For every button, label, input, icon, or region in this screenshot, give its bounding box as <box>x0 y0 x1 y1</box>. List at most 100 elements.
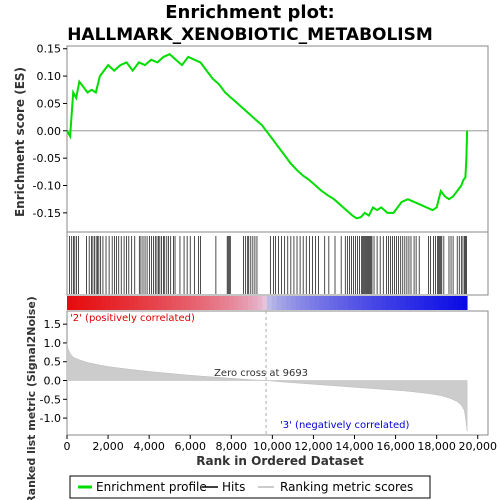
colorbar-segment <box>419 296 425 310</box>
x-tick-label: 20,000 <box>458 440 497 453</box>
colorbar-segment <box>271 296 278 310</box>
colorbar-segment <box>67 296 73 310</box>
colorbar-segment <box>343 296 349 310</box>
colorbar-segment <box>167 296 173 310</box>
colorbar-segment <box>262 296 268 310</box>
colorbar-segment <box>186 296 192 310</box>
metric-y-axis: 1.5 1.0 0.5 0.0 -0.5 -1.0 <box>40 318 67 425</box>
colorbar-segment <box>190 296 197 310</box>
colorbar-segment <box>448 296 454 310</box>
colorbar-segment <box>295 296 301 310</box>
metric-y-tick-label: -0.5 <box>40 393 61 406</box>
positive-correlation-label: '2' (positively correlated) <box>70 313 195 324</box>
colorbar-segment <box>395 296 401 310</box>
colorbar-segment <box>105 296 111 310</box>
colorbar-segment <box>362 296 368 310</box>
colorbar-segment <box>433 296 439 310</box>
colorbar-segment <box>443 296 449 310</box>
colorbar-segment <box>109 296 116 310</box>
x-tick-label: 6,000 <box>174 440 206 453</box>
metric-y-tick-label: 1.5 <box>44 318 62 331</box>
es-y-tick-label: 0.10 <box>37 70 62 83</box>
colorbar-segment <box>338 296 344 310</box>
x-tick-label: 4,000 <box>133 440 165 453</box>
negative-correlation-label: '3' (negatively correlated) <box>280 420 409 431</box>
colorbar-segment <box>357 296 363 310</box>
colorbar-segment <box>228 296 235 310</box>
colorbar-segment <box>314 296 320 310</box>
colorbar-segment <box>76 296 82 310</box>
es-curve <box>66 53 469 220</box>
colorbar-segment <box>224 296 230 310</box>
colorbar-segment <box>152 296 158 310</box>
colorbar-segment <box>119 296 125 310</box>
hit-marks <box>69 236 467 294</box>
colorbar-segment <box>333 296 339 310</box>
colorbar-segment <box>90 296 97 310</box>
colorbar-segment <box>114 296 120 310</box>
colorbar-segment <box>195 296 201 310</box>
colorbar-segment <box>86 296 92 310</box>
colorbar-segment <box>200 296 206 310</box>
es-y-tick-label: -0.05 <box>33 152 61 165</box>
legend-box <box>69 475 431 499</box>
colorbar-segment <box>219 296 225 310</box>
colorbar-segment <box>367 296 373 310</box>
colorbar-segment <box>409 296 416 310</box>
colorbar-segment <box>209 296 216 310</box>
colorbar-segment <box>205 296 211 310</box>
colorbar-segment <box>462 296 468 310</box>
legend-label-metric: Ranking metric scores <box>280 480 413 494</box>
metric-y-tick-label: -1.0 <box>40 412 61 425</box>
colorbar-segment <box>257 296 263 310</box>
colorbar-segment <box>424 296 430 310</box>
colorbar-segment <box>400 296 406 310</box>
es-y-tick-label: 0.15 <box>37 43 62 56</box>
colorbar-segment <box>300 296 306 310</box>
x-axis-label: Rank in Ordered Dataset <box>196 454 364 468</box>
colorbar-segment <box>147 296 154 310</box>
metric-y-axis-label: Ranked list metric (Signal2Noise) <box>25 296 38 500</box>
colorbar-segment <box>405 296 411 310</box>
colorbar-segment <box>247 296 254 310</box>
legend-label-enrichment: Enrichment profile <box>96 480 207 494</box>
colorbar-segment <box>381 296 387 310</box>
colorbar-segment <box>128 296 135 310</box>
colorbar-segment <box>386 296 392 310</box>
x-tick-label: 0 <box>64 440 71 453</box>
colorbar-segment <box>328 296 335 310</box>
colorbar-segment <box>286 296 292 310</box>
x-tick-label: 8,000 <box>216 440 248 453</box>
colorbar-segment <box>176 296 182 310</box>
metric-y-tick-label: 0.0 <box>44 375 62 388</box>
colorbar-segment <box>390 296 397 310</box>
colorbar-segment <box>309 296 316 310</box>
es-y-tick-label: 0.00 <box>37 125 62 138</box>
x-tick-label: 14,000 <box>335 440 374 453</box>
es-y-axis-label: Enrichment score (ES) <box>13 67 27 217</box>
colorbar-segment <box>157 296 163 310</box>
colorbar-segment <box>267 296 273 310</box>
legend-label-hits: Hits <box>222 480 245 494</box>
colorbar-segment <box>124 296 130 310</box>
hits-panel-frame <box>66 231 489 296</box>
colorbar-segment <box>233 296 239 310</box>
colorbar-segment <box>252 296 259 310</box>
es-y-tick-label: 0.05 <box>37 97 62 110</box>
colorbar-segment <box>95 296 101 310</box>
colorbar-segment <box>276 296 282 310</box>
colorbar-segment <box>281 296 287 310</box>
colorbar-segment <box>238 296 244 310</box>
colorbar-segment <box>143 296 149 310</box>
colorbar-segment <box>347 296 354 310</box>
colorbar-segment <box>428 296 435 310</box>
colorbar-segment <box>376 296 382 310</box>
colorbar-segment <box>305 296 311 310</box>
colorbar-segment <box>81 296 87 310</box>
colorbar-segment <box>457 296 463 310</box>
metric-x-axis: 0 2,000 4,000 6,000 8,000 10,000 12,000 14,000 1… <box>64 435 497 453</box>
x-tick-label: 16,000 <box>376 440 415 453</box>
x-tick-label: 10,000 <box>253 440 292 453</box>
colorbar-segment <box>371 296 378 310</box>
colorbar-segment <box>171 296 178 310</box>
